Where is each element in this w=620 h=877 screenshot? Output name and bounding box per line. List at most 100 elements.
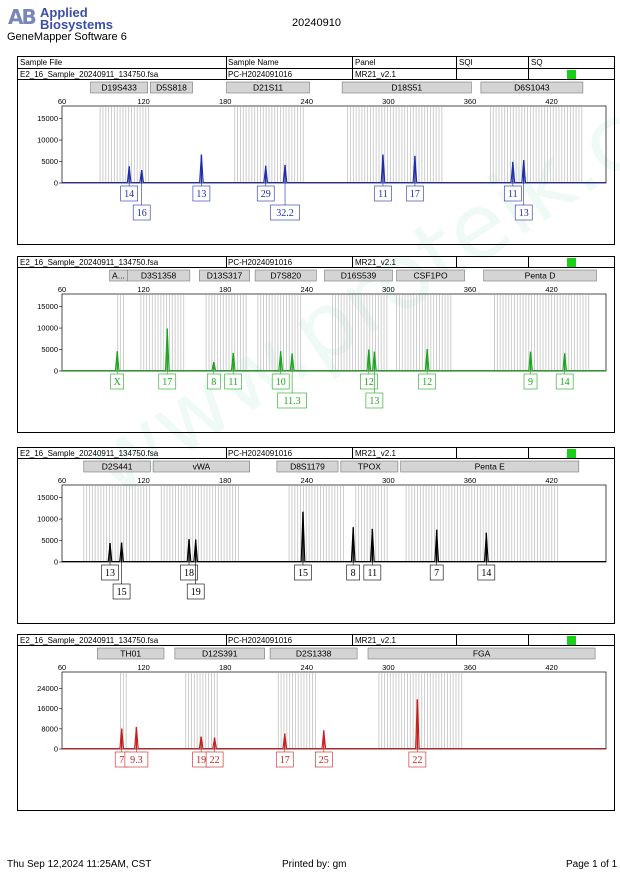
marker-box bbox=[150, 81, 193, 94]
allele-label-box[interactable] bbox=[271, 373, 290, 390]
x-tick-label: 420 bbox=[545, 663, 558, 672]
allele-label-box[interactable] bbox=[186, 583, 205, 600]
allele-label-box[interactable] bbox=[132, 204, 151, 221]
allele-label-box[interactable] bbox=[360, 373, 378, 390]
marker-box bbox=[254, 269, 317, 282]
electropherogram-panel-red: E2_16_Sample_20240911_134750.fsa PC-H2024… bbox=[17, 634, 615, 811]
panel-info-row: E2_16_Sample_20240911_134750.fsa PC-H2024… bbox=[18, 448, 614, 459]
allele-label-box[interactable] bbox=[256, 185, 275, 202]
marker-box bbox=[269, 647, 358, 660]
allele-label-box[interactable] bbox=[124, 751, 149, 768]
allele-label-box[interactable] bbox=[346, 564, 360, 581]
y-tick-label: 5000 bbox=[41, 536, 58, 545]
marker-box bbox=[199, 269, 250, 282]
marker-box bbox=[341, 81, 472, 94]
panel-sample-name: PC-H2024091016 bbox=[228, 449, 293, 458]
allele-label-box[interactable] bbox=[101, 564, 119, 581]
allele-label-box[interactable] bbox=[275, 751, 294, 768]
y-tick-label: 5000 bbox=[41, 345, 58, 354]
allele-label-box[interactable] bbox=[504, 185, 522, 202]
marker-label: D7S820 bbox=[270, 271, 301, 281]
marker-box bbox=[483, 269, 597, 282]
allele-label-box[interactable] bbox=[206, 373, 221, 390]
x-tick-label: 180 bbox=[219, 476, 232, 485]
x-tick-label: 60 bbox=[58, 97, 66, 106]
allele-label-box[interactable] bbox=[110, 373, 125, 390]
allele-label: 17 bbox=[410, 189, 420, 200]
electropherogram-panel-black: E2_16_Sample_20240911_134750.fsa PC-H2024… bbox=[17, 447, 615, 624]
marker-label: D18S51 bbox=[391, 83, 422, 93]
x-tick-label: 360 bbox=[464, 663, 477, 672]
allele-label: 17 bbox=[280, 755, 290, 766]
allele-label-box[interactable] bbox=[418, 373, 436, 390]
x-tick-label: 300 bbox=[382, 97, 395, 106]
allele-label: 11 bbox=[368, 568, 378, 579]
allele-label: 8 bbox=[351, 568, 356, 579]
allele-label-box[interactable] bbox=[112, 583, 131, 600]
panel-panel-name: MR21_v2.1 bbox=[355, 70, 396, 79]
allele-label-box[interactable] bbox=[523, 373, 538, 390]
y-tick-label: 15000 bbox=[37, 302, 58, 311]
allele-label: 11 bbox=[508, 189, 518, 200]
report-date: 20240910 bbox=[292, 17, 341, 29]
y-tick-label: 16000 bbox=[37, 704, 58, 713]
marker-box bbox=[174, 647, 265, 660]
allele-label-box[interactable] bbox=[120, 185, 138, 202]
sq-status-indicator bbox=[567, 258, 576, 267]
x-tick-label: 240 bbox=[301, 285, 314, 294]
allele-label-box[interactable] bbox=[374, 185, 392, 202]
y-tick-label: 8000 bbox=[41, 724, 58, 733]
allele-label-box[interactable] bbox=[224, 373, 243, 390]
logo-mark: AB bbox=[8, 5, 37, 29]
allele-label-box[interactable] bbox=[406, 185, 424, 202]
allele-label: 25 bbox=[319, 755, 329, 766]
allele-label: 19 bbox=[196, 755, 206, 766]
marker-box bbox=[90, 81, 148, 94]
allele-label: 10 bbox=[276, 377, 286, 388]
allele-label-box[interactable] bbox=[555, 373, 574, 390]
x-tick-label: 180 bbox=[219, 97, 232, 106]
panel-panel-name: MR21_v2.1 bbox=[355, 449, 396, 458]
x-tick-label: 300 bbox=[382, 285, 395, 294]
allele-label-box[interactable] bbox=[270, 204, 300, 221]
x-tick-label: 60 bbox=[58, 663, 66, 672]
software-name: GeneMapper Software 6 bbox=[7, 31, 127, 43]
panel-sample-name: PC-H2024091016 bbox=[228, 70, 293, 79]
x-tick-label: 360 bbox=[464, 97, 477, 106]
x-tick-label: 420 bbox=[545, 97, 558, 106]
allele-label-box[interactable] bbox=[158, 373, 177, 390]
allele-label-box[interactable] bbox=[314, 751, 333, 768]
allele-label-box[interactable] bbox=[514, 204, 533, 221]
signal-trace bbox=[62, 699, 606, 750]
panel-sample-name: PC-H2024091016 bbox=[228, 636, 293, 645]
marker-box bbox=[480, 81, 584, 94]
marker-label: Penta E bbox=[475, 462, 506, 472]
marker-label: D12S391 bbox=[202, 649, 238, 659]
panel-sample-file: E2_16_Sample_20240911_134750.fsa bbox=[20, 70, 159, 79]
marker-label: D16S539 bbox=[341, 271, 377, 281]
allele-label-box[interactable] bbox=[192, 185, 211, 202]
allele-label-box[interactable] bbox=[365, 392, 384, 409]
allele-label-box[interactable] bbox=[277, 392, 307, 409]
allele-label-box[interactable] bbox=[429, 564, 444, 581]
allele-label-box[interactable] bbox=[477, 564, 496, 581]
x-tick-label: 240 bbox=[301, 663, 314, 672]
allele-label: 29 bbox=[261, 189, 271, 200]
sq-status-indicator bbox=[567, 636, 576, 645]
x-tick-label: 300 bbox=[382, 476, 395, 485]
allele-label: 7 bbox=[434, 568, 439, 579]
allele-label-box[interactable] bbox=[363, 564, 382, 581]
marker-label: A... bbox=[112, 271, 125, 281]
marker-label: CSF1PO bbox=[414, 271, 448, 281]
y-tick-label: 15000 bbox=[37, 114, 58, 123]
marker-label: D8S1179 bbox=[290, 462, 325, 472]
allele-label: 16 bbox=[137, 208, 147, 219]
allele-label-box[interactable] bbox=[205, 751, 224, 768]
allele-label-box[interactable] bbox=[294, 564, 312, 581]
sq-status-indicator bbox=[567, 70, 576, 79]
marker-label: TPOX bbox=[358, 462, 381, 472]
allele-label-box[interactable] bbox=[408, 751, 427, 768]
electropherogram-blue: D19S433 D5S818 D21S11 D18S51 D6S1043 60 120 180… bbox=[37, 81, 607, 221]
allele-label-box[interactable] bbox=[180, 564, 198, 581]
marker-box bbox=[126, 269, 191, 282]
